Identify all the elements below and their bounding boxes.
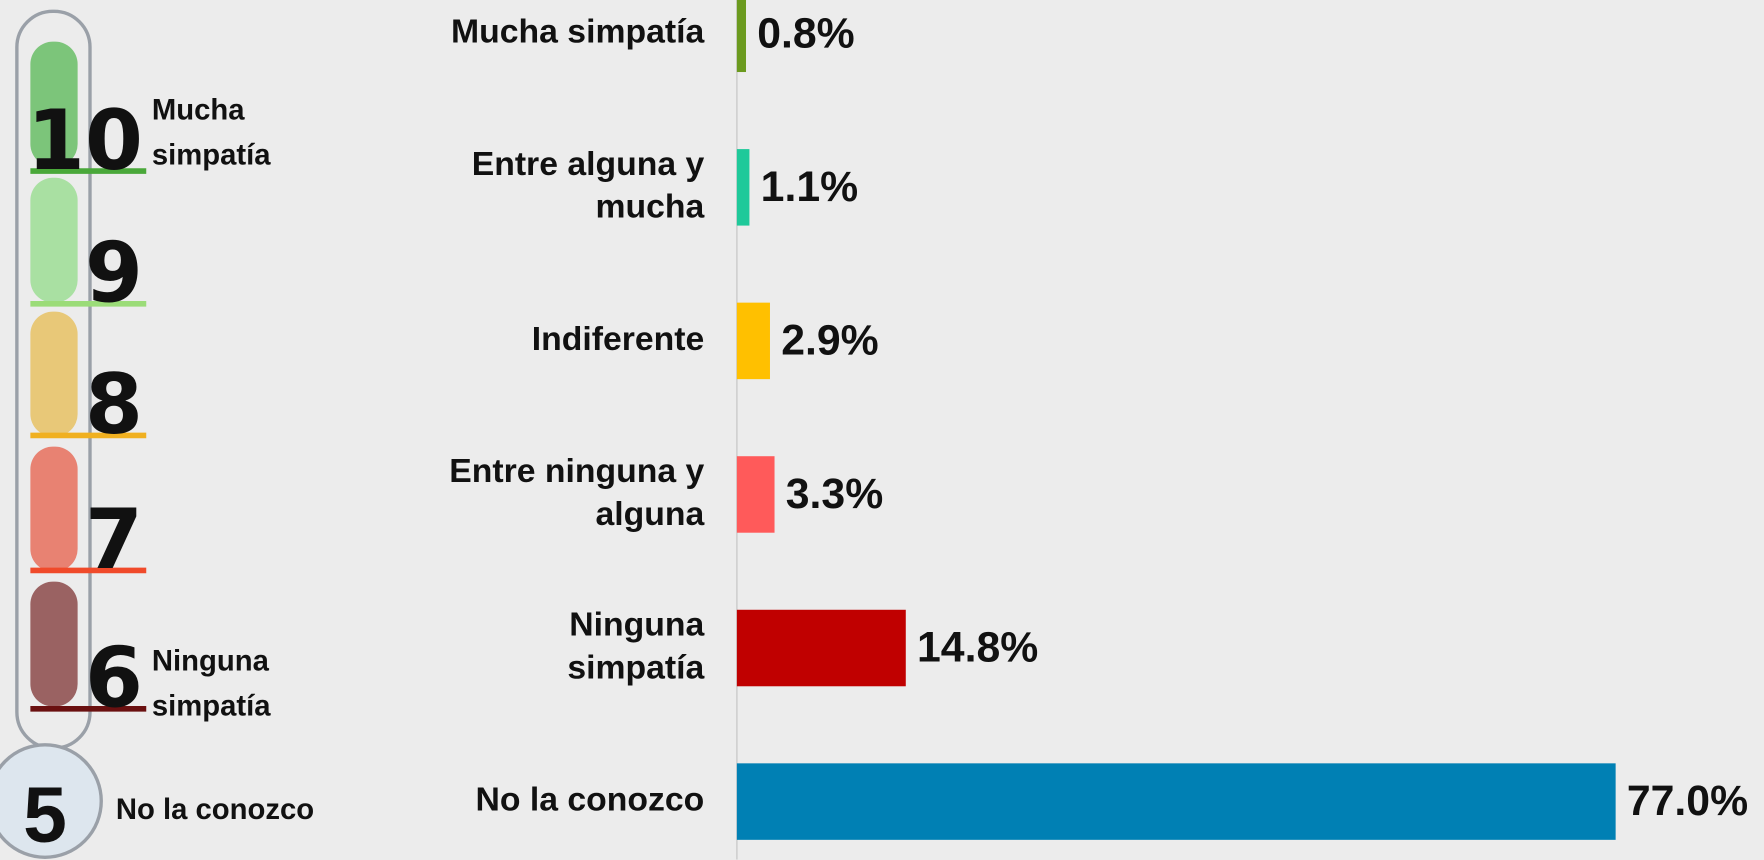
category-label: No la conozco bbox=[475, 781, 704, 819]
scale-number: 6 bbox=[85, 630, 143, 727]
bar bbox=[736, 0, 747, 73]
value-label: 14.8% bbox=[917, 624, 1038, 672]
scale-number: 10 bbox=[27, 92, 143, 189]
scale-number: 7 bbox=[85, 491, 143, 588]
bar bbox=[736, 149, 750, 226]
value-label: 0.8% bbox=[757, 9, 854, 57]
top-label: Mucha simpatía bbox=[152, 94, 271, 171]
scale-number: 9 bbox=[85, 225, 143, 322]
bar bbox=[736, 302, 770, 380]
scale-pill bbox=[30, 581, 78, 707]
bar bbox=[736, 763, 1616, 840]
scale-number: 8 bbox=[85, 356, 143, 453]
value-label: 2.9% bbox=[781, 316, 878, 364]
none-label: No la conozco bbox=[116, 794, 314, 826]
bar bbox=[736, 456, 775, 533]
value-label: 3.3% bbox=[786, 470, 883, 518]
scale-pill bbox=[30, 311, 78, 437]
category-label: Mucha simpatía bbox=[451, 13, 704, 51]
category-label: Entre alguna y mucha bbox=[472, 145, 705, 226]
value-label: 77.0% bbox=[1627, 777, 1748, 825]
value-label: 1.1% bbox=[761, 163, 858, 211]
bottom-label: Ninguna simpatía bbox=[152, 645, 271, 722]
scale-pill bbox=[30, 177, 78, 303]
none-number: 5 bbox=[23, 771, 67, 859]
scale-pill bbox=[30, 446, 78, 572]
none-circle bbox=[0, 743, 103, 859]
category-label: Ninguna simpatía bbox=[567, 606, 704, 687]
category-label: Indiferente bbox=[532, 320, 705, 358]
bar bbox=[736, 609, 906, 687]
scale-pill bbox=[30, 41, 78, 167]
category-label: Entre ninguna y alguna bbox=[449, 452, 704, 533]
